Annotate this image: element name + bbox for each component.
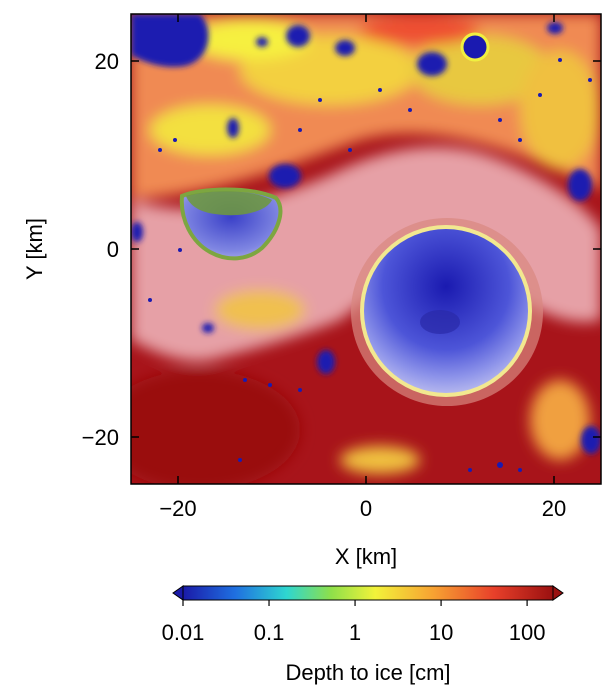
y-tick-label: 0 xyxy=(107,237,119,262)
x-tick-label: −20 xyxy=(159,496,196,521)
colorbar-tick-label: 100 xyxy=(509,620,546,645)
y-axis: 20 0 −20 xyxy=(82,49,601,450)
colorbar-extend-high xyxy=(552,585,564,601)
colorbar: 0.01 0.1 1 10 100 Depth to ice [cm] xyxy=(162,585,564,685)
y-tick-label: −20 xyxy=(82,425,119,450)
colorbar-tick-label: 0.01 xyxy=(162,620,205,645)
y-tick-label: 20 xyxy=(95,49,119,74)
y-axis-label: Y [km] xyxy=(22,218,47,280)
colorbar-tick-label: 0.1 xyxy=(254,620,285,645)
x-axis: −20 0 20 xyxy=(159,14,566,521)
x-tick-label: 20 xyxy=(542,496,566,521)
colorbar-bar xyxy=(182,585,554,601)
colorbar-tick-label: 1 xyxy=(349,620,361,645)
x-tick-label: 0 xyxy=(360,496,372,521)
colorbar-extend-low xyxy=(172,585,184,601)
small-crater xyxy=(460,32,490,62)
colorbar-label: Depth to ice [cm] xyxy=(285,660,450,685)
depth-heatmap xyxy=(131,14,601,484)
colorbar-tick-label: 10 xyxy=(429,620,453,645)
x-axis-label: X [km] xyxy=(335,544,397,569)
